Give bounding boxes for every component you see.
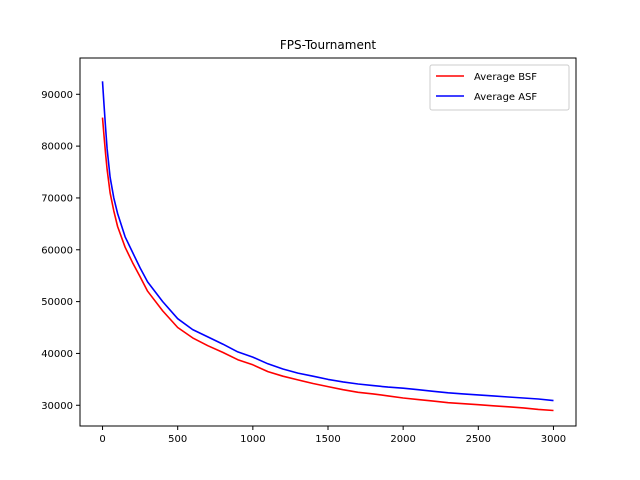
y-tick-label: 80000 xyxy=(41,142,73,153)
legend-label-1: Average ASF xyxy=(474,92,537,103)
chart-title: FPS-Tournament xyxy=(280,38,377,52)
legend-label-0: Average BSF xyxy=(474,72,537,83)
series-line-1 xyxy=(101,81,554,402)
y-tick-label: 50000 xyxy=(41,297,73,308)
plot-frame xyxy=(79,57,577,427)
x-tick-label: 1500 xyxy=(315,434,340,445)
series-layer xyxy=(101,81,554,412)
legend: Average BSF Average ASF xyxy=(429,64,570,111)
series-line-0 xyxy=(101,117,554,412)
y-tick-label: 70000 xyxy=(41,193,73,204)
y-tick-label: 90000 xyxy=(41,90,73,101)
plot-area xyxy=(80,58,576,426)
axes-layer: 0 500 1000 1500 2000 2500 3000 30000 40000 50000 6… xyxy=(41,90,566,445)
x-tick-label: 500 xyxy=(168,434,187,445)
x-tick-label: 3000 xyxy=(541,434,566,445)
x-tick-label: 2000 xyxy=(390,434,415,445)
x-tick-label: 0 xyxy=(99,434,105,445)
legend-box xyxy=(429,64,570,111)
y-tick-label: 30000 xyxy=(41,401,73,412)
x-tick-label: 1000 xyxy=(240,434,265,445)
x-tick-label: 2500 xyxy=(466,434,491,445)
y-tick-label: 40000 xyxy=(41,349,73,360)
y-tick-label: 60000 xyxy=(41,245,73,256)
